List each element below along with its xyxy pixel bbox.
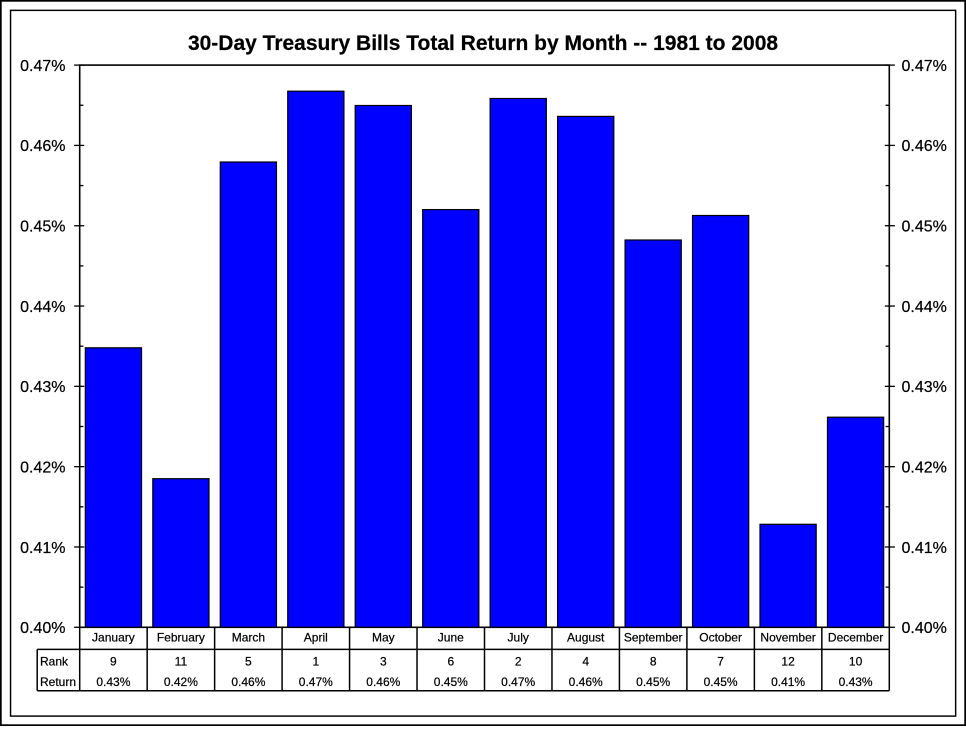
svg-text:0.47%: 0.47%: [299, 675, 333, 689]
svg-text:8: 8: [650, 655, 657, 669]
svg-text:0.42%: 0.42%: [902, 460, 947, 477]
svg-text:November: November: [760, 631, 815, 645]
svg-text:0.47%: 0.47%: [501, 675, 535, 689]
svg-text:7: 7: [717, 655, 724, 669]
svg-text:6: 6: [447, 655, 454, 669]
svg-text:0.42%: 0.42%: [164, 675, 198, 689]
svg-text:September: September: [624, 631, 683, 645]
svg-text:0.42%: 0.42%: [20, 460, 65, 477]
svg-text:October: October: [699, 631, 742, 645]
svg-text:0.43%: 0.43%: [902, 379, 947, 396]
svg-text:0.46%: 0.46%: [231, 675, 265, 689]
svg-text:January: January: [92, 631, 135, 645]
svg-text:April: April: [304, 631, 328, 645]
svg-text:2: 2: [515, 655, 522, 669]
svg-text:0.43%: 0.43%: [20, 379, 65, 396]
svg-text:3: 3: [380, 655, 387, 669]
svg-text:Rank: Rank: [40, 655, 69, 669]
svg-text:0.41%: 0.41%: [771, 675, 805, 689]
svg-text:5: 5: [245, 655, 252, 669]
svg-text:0.45%: 0.45%: [704, 675, 738, 689]
svg-text:1: 1: [312, 655, 319, 669]
svg-text:August: August: [567, 631, 605, 645]
svg-text:December: December: [828, 631, 883, 645]
svg-text:0.45%: 0.45%: [636, 675, 670, 689]
svg-text:10: 10: [849, 655, 863, 669]
svg-text:30-Day Treasury Bills Total Re: 30-Day Treasury Bills Total Return by Mo…: [188, 32, 778, 55]
svg-text:0.44%: 0.44%: [902, 299, 947, 316]
svg-text:0.45%: 0.45%: [902, 219, 947, 236]
svg-text:July: July: [508, 631, 529, 645]
svg-text:9: 9: [110, 655, 117, 669]
svg-text:12: 12: [781, 655, 795, 669]
svg-text:February: February: [157, 631, 205, 645]
svg-text:0.43%: 0.43%: [96, 675, 130, 689]
svg-text:0.46%: 0.46%: [366, 675, 400, 689]
svg-text:June: June: [438, 631, 464, 645]
svg-text:0.44%: 0.44%: [20, 299, 65, 316]
svg-text:0.47%: 0.47%: [20, 58, 65, 75]
svg-text:0.41%: 0.41%: [20, 540, 65, 557]
svg-text:11: 11: [175, 655, 188, 669]
svg-text:4: 4: [582, 655, 589, 669]
svg-text:0.40%: 0.40%: [902, 620, 947, 637]
svg-text:May: May: [372, 631, 395, 645]
svg-text:0.47%: 0.47%: [902, 58, 947, 75]
svg-text:0.40%: 0.40%: [20, 620, 65, 637]
svg-text:0.45%: 0.45%: [20, 219, 65, 236]
svg-text:0.41%: 0.41%: [902, 540, 947, 557]
svg-text:0.46%: 0.46%: [569, 675, 603, 689]
svg-text:0.43%: 0.43%: [839, 675, 873, 689]
svg-text:Return: Return: [40, 675, 76, 689]
svg-text:0.46%: 0.46%: [20, 138, 65, 155]
svg-text:March: March: [232, 631, 265, 645]
svg-text:0.46%: 0.46%: [902, 138, 947, 155]
svg-text:0.45%: 0.45%: [434, 675, 468, 689]
